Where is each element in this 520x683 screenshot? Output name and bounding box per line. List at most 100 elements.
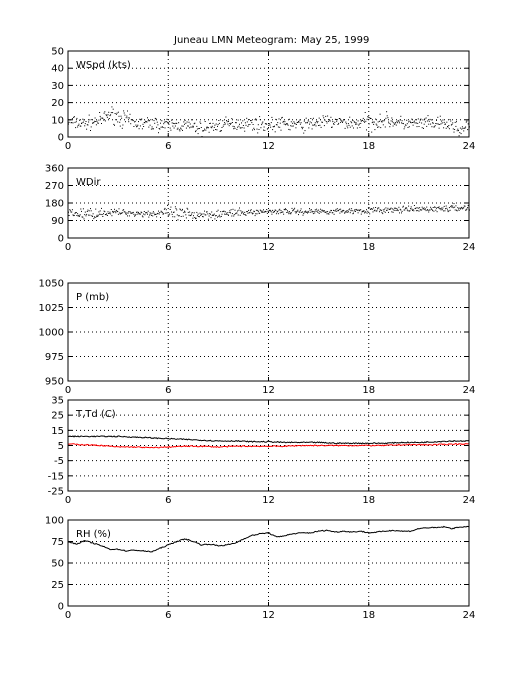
- wspd-point: [344, 119, 345, 121]
- wspd-point: [264, 123, 266, 125]
- wdir-point: [236, 212, 238, 214]
- wdir-point: [295, 212, 297, 214]
- wdir-point: [462, 207, 464, 209]
- wdir-point: [75, 212, 77, 214]
- wspd-point: [376, 124, 378, 126]
- wdir-point: [345, 210, 347, 212]
- wspd-point: [86, 124, 88, 126]
- wspd-point: [297, 122, 299, 123]
- wspd-point: [280, 129, 282, 131]
- wdir-point: [458, 209, 460, 211]
- wdir-point: [132, 211, 134, 213]
- wspd-point: [206, 126, 208, 128]
- wdir-point: [410, 208, 411, 210]
- wdir-point: [291, 207, 293, 209]
- wspd-point: [290, 121, 292, 123]
- wdir-point: [87, 209, 89, 211]
- wspd-point: [388, 122, 390, 124]
- wspd-point: [118, 115, 120, 117]
- wspd-point: [189, 127, 191, 129]
- wdir-point: [316, 210, 318, 212]
- wdir-point: [435, 209, 437, 211]
- wspd-point: [345, 121, 347, 123]
- wspd-point: [331, 126, 333, 128]
- wdir-point: [320, 208, 321, 210]
- wspd-point: [198, 128, 200, 129]
- wspd-point: [335, 119, 337, 120]
- wdir-point: [359, 209, 361, 211]
- wdir-point: [393, 209, 395, 211]
- wdir-point: [161, 212, 163, 214]
- wspd-point: [268, 124, 270, 126]
- wdir-point: [205, 214, 207, 216]
- wdir-point: [124, 211, 126, 213]
- wspd-point: [122, 124, 124, 126]
- wspd-point: [406, 123, 408, 125]
- wdir-point: [412, 209, 414, 211]
- wspd-point: [462, 127, 464, 129]
- wspd-point: [101, 117, 103, 119]
- wspd-point: [180, 127, 182, 129]
- wdir-point: [382, 209, 384, 211]
- wspd-point: [90, 126, 92, 128]
- wspd-point: [448, 128, 450, 130]
- wdir-point: [215, 215, 217, 217]
- wspd-point: [419, 119, 421, 121]
- wspd-point: [237, 126, 239, 128]
- wdir-point: [122, 209, 124, 211]
- wdir-point: [113, 211, 115, 213]
- wdir-point: [193, 215, 194, 217]
- wdir-point: [156, 213, 158, 215]
- wspd-point: [394, 123, 396, 125]
- wdir-point: [157, 212, 159, 214]
- wspd-point: [160, 126, 162, 128]
- wspd-point: [419, 121, 421, 123]
- wspd-point: [348, 124, 350, 126]
- wdir-point: [445, 205, 447, 207]
- wspd-point: [217, 124, 219, 126]
- wdir-point: [433, 210, 435, 212]
- wdir-point: [377, 208, 378, 210]
- wspd-point: [361, 119, 363, 121]
- wdir-point: [261, 211, 263, 213]
- wdir-point: [408, 210, 410, 212]
- wspd-point: [334, 121, 336, 123]
- wspd-point: [301, 128, 303, 130]
- wspd-point: [414, 122, 416, 124]
- wspd-point: [250, 120, 252, 122]
- wdir-point: [369, 213, 371, 215]
- wdir-point: [413, 210, 415, 212]
- wspd-point: [251, 122, 253, 124]
- wspd-point: [442, 119, 444, 121]
- wspd-xtick-label: 12: [262, 141, 275, 152]
- wspd-point: [159, 128, 161, 130]
- wdir-point: [150, 215, 152, 216]
- wdir-point: [456, 209, 457, 211]
- wspd-point: [266, 123, 268, 125]
- wspd-point: [423, 123, 425, 125]
- wspd-point: [259, 119, 261, 121]
- wdir-point: [114, 208, 115, 210]
- wspd-point: [435, 123, 437, 124]
- wspd-point: [366, 118, 368, 120]
- wdir-point: [421, 209, 423, 211]
- wdir-point: [406, 209, 408, 211]
- wspd-point: [383, 120, 385, 122]
- wdir-point: [376, 210, 378, 212]
- wspd-point: [248, 124, 250, 126]
- wspd-point: [318, 125, 320, 126]
- wspd-point: [241, 122, 242, 124]
- wspd-point: [444, 123, 446, 125]
- wspd-point: [184, 123, 185, 125]
- wspd-point: [452, 128, 454, 130]
- wdir-point: [196, 211, 198, 213]
- wspd-point: [393, 123, 395, 125]
- wdir-point: [355, 210, 356, 212]
- wspd-point: [277, 122, 279, 124]
- wdir-point: [263, 211, 265, 213]
- wspd-xtick-label: 24: [463, 141, 476, 152]
- wdir-point: [232, 208, 234, 210]
- wspd-point: [388, 121, 389, 123]
- wspd-point: [160, 122, 161, 124]
- wspd-point: [183, 121, 185, 123]
